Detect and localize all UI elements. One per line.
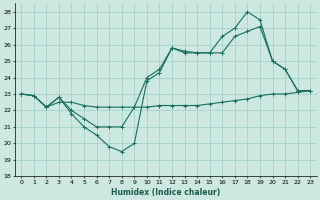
X-axis label: Humidex (Indice chaleur): Humidex (Indice chaleur) bbox=[111, 188, 220, 197]
